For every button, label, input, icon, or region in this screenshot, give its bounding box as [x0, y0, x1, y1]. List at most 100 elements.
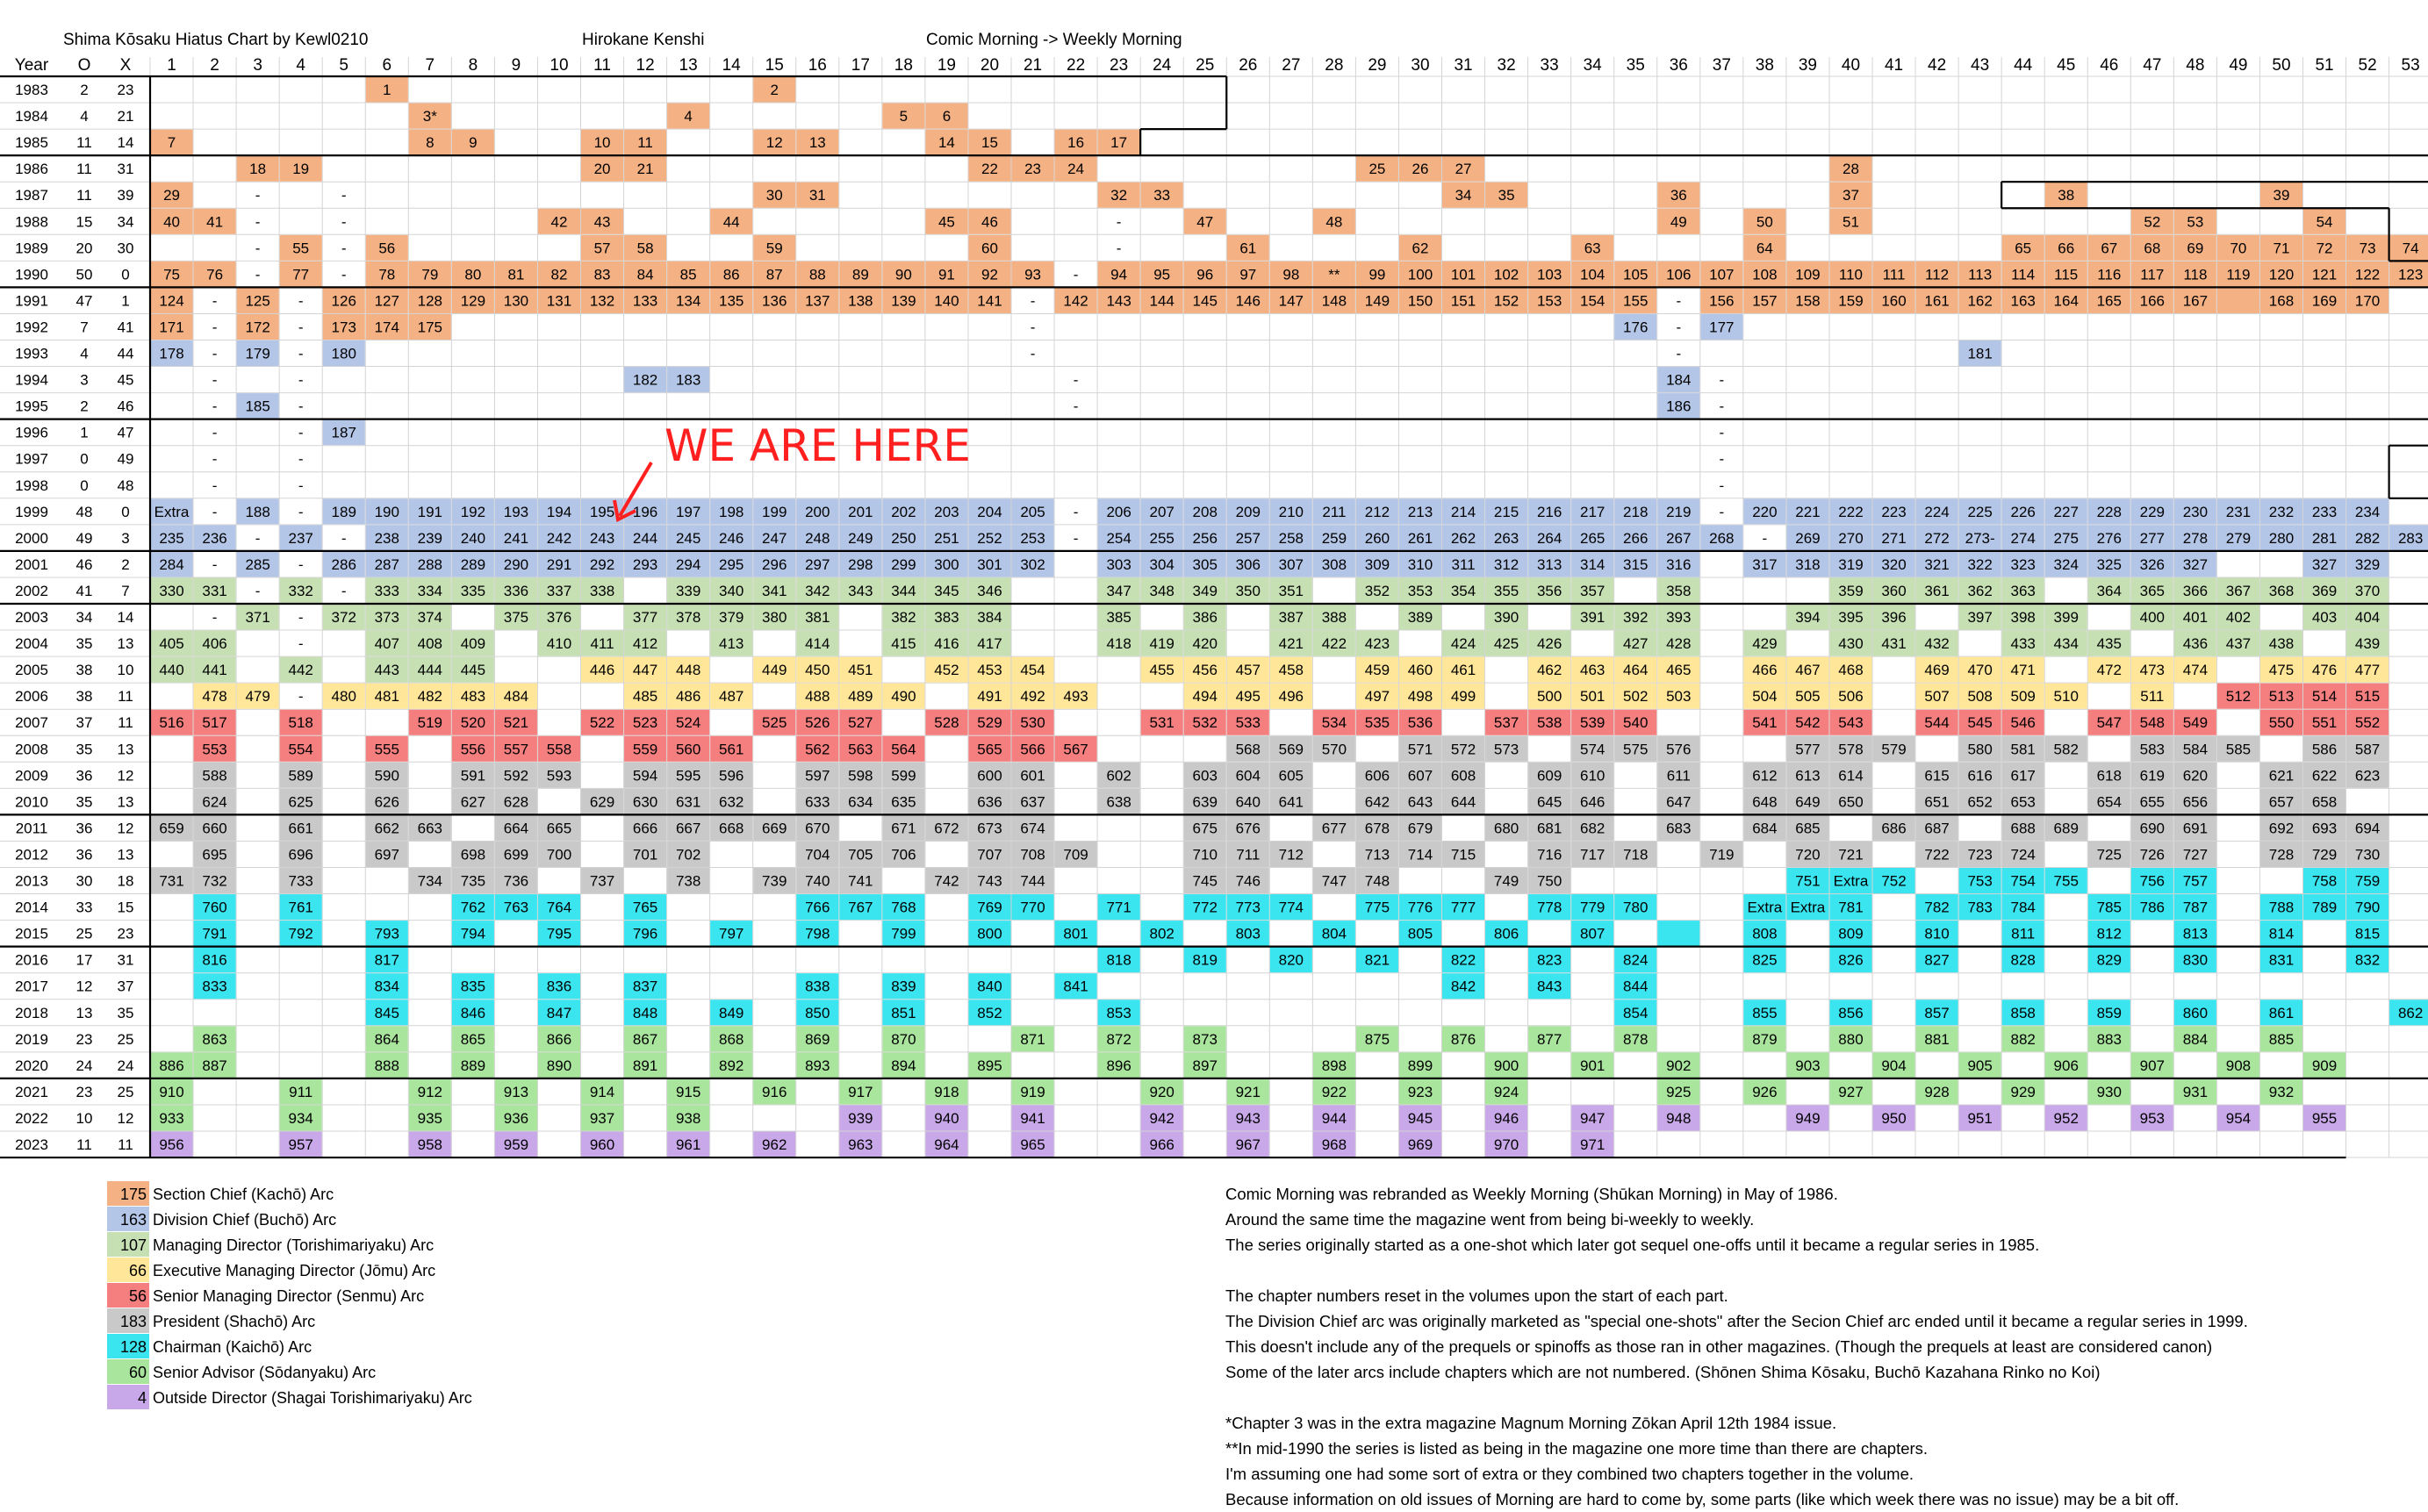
chapter-cell: [2389, 1000, 2428, 1026]
note-line: Some of the later arcs include chapters …: [1225, 1363, 2101, 1381]
chapter-cell: [451, 630, 494, 656]
row-x-count: 12: [118, 820, 134, 836]
row-year: 1990: [15, 266, 48, 283]
chapter-number: 763: [504, 899, 528, 916]
chapter-number: 304: [1149, 556, 1174, 573]
chapter-number: 910: [159, 1084, 183, 1100]
chapter-cell: [2346, 947, 2389, 973]
chapter-number: 11: [637, 134, 653, 151]
row-year: 2021: [15, 1084, 48, 1100]
chapter-number: 121: [2312, 266, 2337, 283]
chapter-cell: [365, 656, 408, 683]
week-header: 16: [808, 56, 827, 75]
chapter-cell: [2087, 841, 2130, 867]
chapter-cell: [2130, 287, 2173, 313]
chapter-cell: [1657, 814, 1700, 841]
chapter-cell: [1571, 709, 1614, 735]
chapter-number: 2: [770, 82, 778, 98]
chapter-number: 668: [719, 820, 743, 836]
chapter-cell: [667, 735, 710, 762]
no-issue-mark: -: [298, 556, 304, 573]
chapter-number: 471: [2010, 662, 2035, 678]
week-header: 3: [253, 56, 262, 75]
chapter-number: 900: [1494, 1057, 1519, 1074]
chapter-cell: [2087, 709, 2130, 735]
chapter-number: 810: [1924, 926, 1949, 942]
row-x-count: 23: [118, 926, 134, 942]
chapter-number: 102: [1494, 266, 1519, 283]
chapter-number: 135: [719, 292, 743, 309]
chapter-cell: [408, 577, 451, 604]
chapter-cell: [710, 788, 753, 814]
chapter-cell: [1398, 525, 1441, 551]
chapter-number: 429: [1752, 635, 1777, 652]
chapter-cell: [2259, 577, 2302, 604]
chapter-number: 273-: [1965, 530, 1995, 547]
row-x-count: 37: [118, 978, 134, 995]
chapter-number: 932: [2269, 1084, 2294, 1100]
row-year: 1985: [15, 134, 48, 151]
no-issue-mark: -: [1031, 346, 1036, 362]
chapter-cell: [2130, 234, 2173, 261]
chapter-cell: [1398, 604, 1441, 630]
chapter-number: 679: [1408, 820, 1433, 836]
chapter-number: 331: [202, 583, 226, 599]
chapter-cell: [537, 577, 580, 604]
chapter-cell: [1269, 788, 1312, 814]
chapter-number: 110: [1839, 266, 1863, 283]
chapter-number: 480: [332, 688, 356, 705]
chapter-number: 534: [1322, 714, 1347, 731]
chapter-cell: [1657, 921, 1700, 947]
legend-count: 163: [120, 1211, 147, 1229]
chapter-number: 162: [1967, 292, 1992, 309]
chapter-cell: [1442, 261, 1485, 287]
chapter-number: 48: [1325, 213, 1342, 230]
chapter-cell: [968, 155, 1011, 182]
chapter-cell: [1097, 894, 1140, 921]
chapter-cell: [2130, 709, 2173, 735]
chapter-cell: [365, 973, 408, 1000]
row-year: 1998: [15, 477, 48, 494]
chapter-number: 60: [981, 240, 998, 256]
chapter-number: 840: [977, 978, 1002, 995]
chapter-number: 902: [1666, 1057, 1691, 1074]
chapter-cell: [236, 604, 279, 630]
chapter-cell: [1657, 735, 1700, 762]
chapter-number: 33: [1153, 187, 1170, 204]
chapter-number: 130: [504, 292, 528, 309]
row-x-count: 39: [118, 187, 134, 204]
chapter-cell: [1355, 551, 1398, 577]
chapter-number: 333: [375, 583, 399, 599]
note-line: The Division Chief arc was originally ma…: [1225, 1312, 2248, 1330]
chapter-cell: [1355, 155, 1398, 182]
chapter-number: 184: [1666, 372, 1691, 389]
legend-item: 128 Chairman (Kaichō) Arc: [107, 1334, 312, 1358]
chapter-cell: [322, 287, 365, 313]
row-year: 1984: [15, 108, 48, 125]
chapter-number: Extra: [1834, 873, 1869, 890]
chapter-cell: [796, 1000, 839, 1026]
chapter-number: 269: [1795, 530, 1820, 547]
chapter-number: 734: [418, 873, 442, 890]
chapter-number: 347: [1106, 583, 1131, 599]
chapter-number: 420: [1193, 635, 1218, 652]
chapter-number: 645: [1537, 793, 1562, 810]
chapter-number: 690: [2140, 820, 2165, 836]
chapter-number: 906: [2054, 1057, 2079, 1074]
chapter-number: 530: [1020, 714, 1045, 731]
week-header: 32: [1498, 56, 1516, 75]
chapter-number: 10: [594, 134, 611, 151]
chapter-cell: [2130, 261, 2173, 287]
row-o-count: 24: [76, 1057, 93, 1074]
chapter-number: 406: [202, 635, 226, 652]
chapter-cell: [1226, 921, 1269, 947]
chapter-cell: [150, 656, 193, 683]
week-header: 1: [167, 56, 176, 75]
row-o-count: 11: [76, 161, 92, 177]
chapter-number: 386: [1193, 609, 1218, 626]
chapter-number: 520: [461, 714, 485, 731]
chapter-cell: [150, 287, 193, 313]
chapter-number: 337: [547, 583, 571, 599]
chapter-number: 829: [2097, 952, 2122, 969]
row-year: 2013: [15, 873, 48, 890]
